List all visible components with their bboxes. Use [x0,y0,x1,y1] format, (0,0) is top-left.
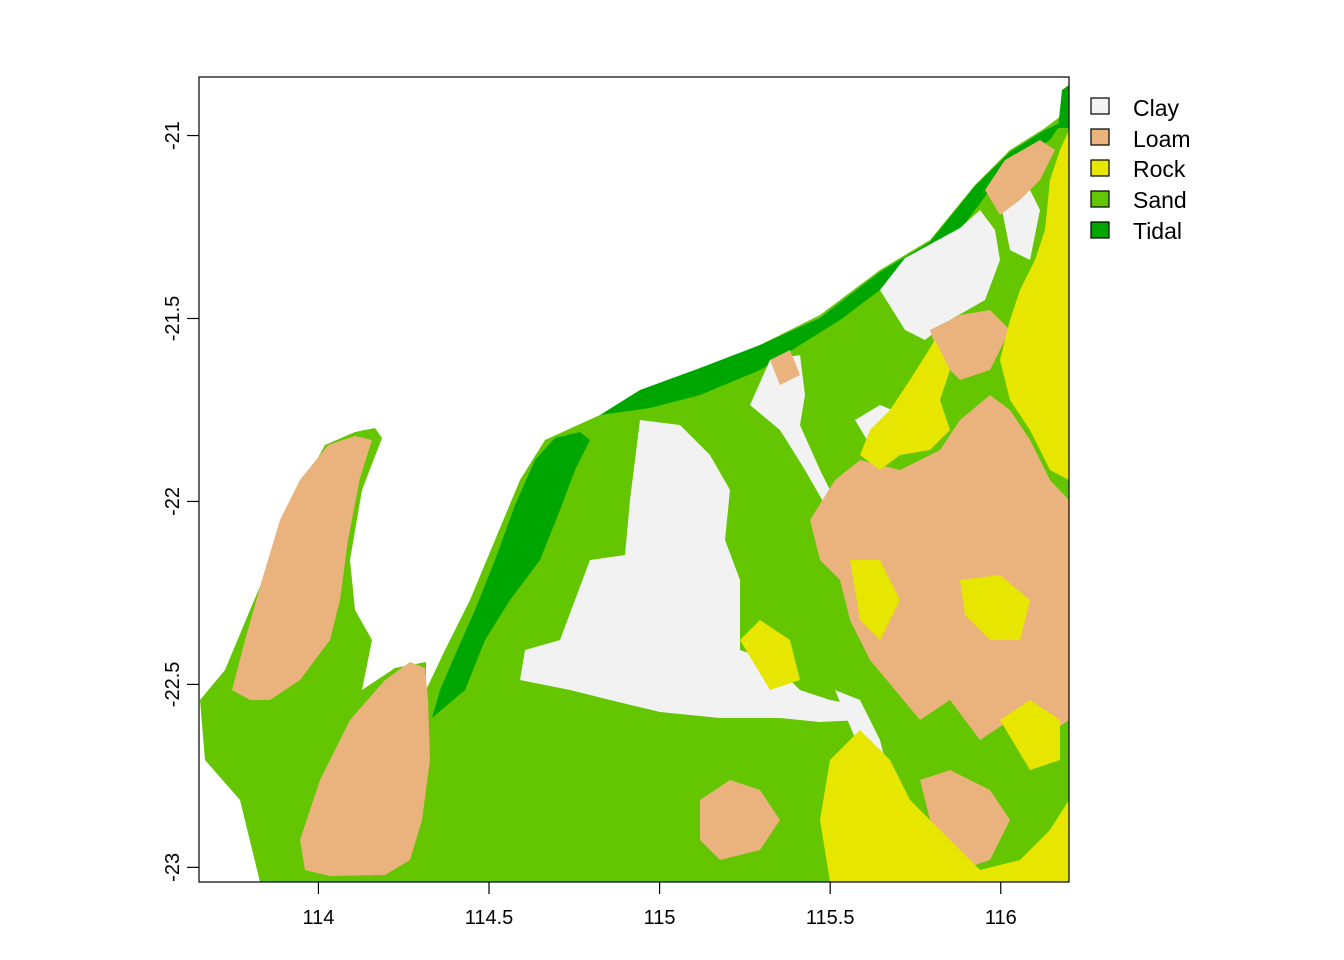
loam-region [232,436,372,700]
loam-region [985,140,1055,215]
y-tick-label: -22 [162,487,184,516]
y-axis: -21 -21.5 -22 -22.5 -23 [162,121,199,882]
legend-label-clay: Clay [1133,95,1180,121]
legend-label-tidal: Tidal [1133,218,1182,244]
x-tick-label: 115 [644,907,676,929]
x-axis: 114 114.5 115 115.5 116 [302,882,1017,929]
x-tick-label: 116 [985,907,1017,929]
y-tick-label: -21.5 [162,296,184,342]
plot-frame [198,76,1070,883]
rock-region [960,575,1030,640]
loam-region [770,350,800,385]
clay-region [880,210,1000,340]
legend-swatch-loam [1090,128,1110,146]
tidal-region [1058,85,1069,128]
y-tick-label: -22.5 [162,662,184,708]
map-regions [200,85,1069,882]
legend-label-loam: Loam [1133,126,1191,152]
legend-label-rock: Rock [1133,156,1186,182]
y-tick-label: -23 [162,853,184,882]
legend-swatch-clay [1090,97,1110,115]
clay-region [520,420,860,722]
rock-region [820,730,1069,882]
legend: Clay Loam Rock Sand Tidal [1090,95,1191,244]
loam-region [700,780,780,860]
loam-region [930,310,1010,380]
x-tick-label: 114 [302,907,334,929]
legend-swatch-tidal [1090,221,1110,239]
loam-region [300,662,430,876]
tidal-region [432,432,590,718]
rock-region [850,560,900,640]
tidal-region [600,122,1062,415]
legend-swatch-sand [1090,190,1110,208]
loam-region [810,395,1069,740]
x-tick-label: 114.5 [465,907,514,929]
rock-region [740,620,800,690]
legend-swatch-rock [1090,159,1110,177]
rock-region [1000,700,1060,770]
clay-region [750,355,835,505]
x-tick-label: 115.5 [806,907,855,929]
rock-region [860,340,950,470]
rock-region [1000,130,1069,480]
legend-label-sand: Sand [1133,187,1187,213]
y-tick-label: -21 [162,121,184,150]
